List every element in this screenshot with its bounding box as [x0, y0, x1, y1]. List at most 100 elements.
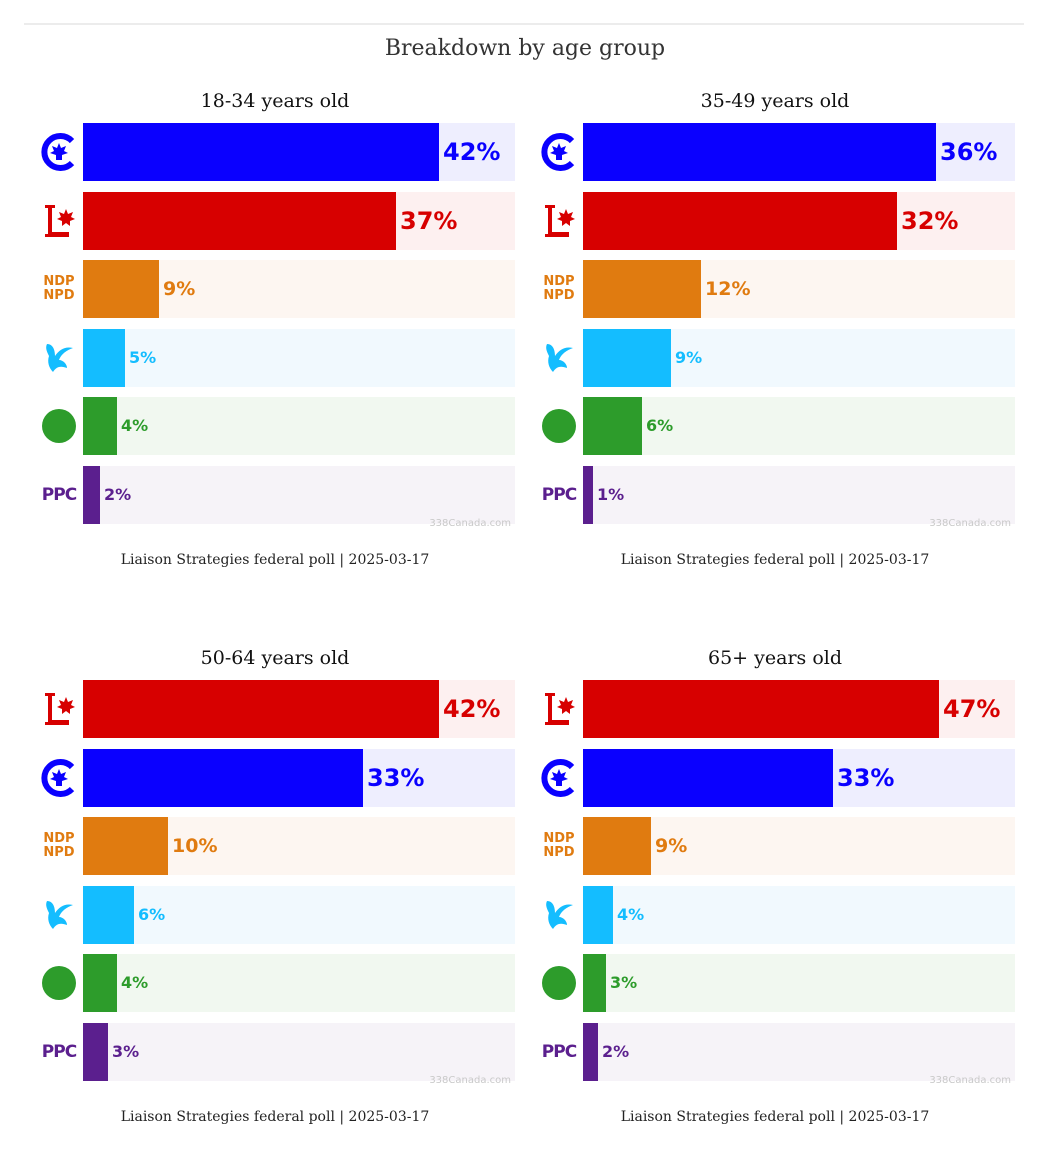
bar-row-ppc: PPC 3%: [35, 1022, 515, 1081]
gpc-logo-icon: [37, 961, 81, 1005]
bar-gpc: [83, 954, 117, 1012]
data-label-gpc: 3%: [610, 973, 638, 992]
lpc-logo-icon: [37, 199, 81, 243]
bar-row-cpc: 42%: [35, 123, 515, 181]
lpc-logo-icon: [537, 199, 581, 243]
bar-rows: 36% 32% NDP NPD 12% 9% 6% PPC 1% 338Canada.com: [535, 123, 1015, 529]
bar-track: 6%: [83, 885, 515, 944]
bar-bq: [83, 328, 125, 387]
bar-bq: [583, 885, 613, 944]
data-label-cpc: 33%: [837, 763, 895, 792]
bar-row-ppc: PPC 1%: [535, 465, 1015, 524]
bar-track: 2%: [583, 1022, 1015, 1081]
bar-row-gpc: 6%: [535, 397, 1015, 455]
bar-row-lpc: 42%: [35, 680, 515, 738]
ppc-logo-icon: PPC: [41, 1041, 77, 1062]
bar-ppc: [583, 465, 593, 524]
data-label-cpc: 33%: [367, 763, 425, 792]
source-caption: Liaison Strategies federal poll | 2025-0…: [120, 552, 430, 568]
bar-ndp: [83, 260, 159, 318]
watermark: 338Canada.com: [429, 518, 511, 529]
bar-gpc: [83, 397, 117, 455]
bar-bq: [583, 328, 671, 387]
bar-row-lpc: 32%: [535, 191, 1015, 250]
bar-track: 32%: [583, 191, 1015, 250]
bar-track: 3%: [83, 1022, 515, 1081]
bar-row-bq: 9%: [535, 328, 1015, 387]
bar-row-cpc: 33%: [535, 748, 1015, 807]
chart-title: 65+ years old: [708, 647, 842, 669]
data-label-bq: 9%: [675, 347, 703, 367]
bar-row-ppc: PPC 2%: [35, 465, 515, 524]
data-label-ppc: 2%: [104, 484, 132, 504]
ndp-logo-icon: NDP NPD: [543, 831, 575, 860]
bar-track: 9%: [583, 328, 1015, 387]
bq-logo-icon: [37, 336, 81, 380]
data-label-gpc: 6%: [646, 416, 674, 435]
bar-row-bq: 5%: [35, 328, 515, 387]
lpc-logo-icon: [537, 687, 581, 731]
bar-cpc: [83, 748, 363, 807]
data-label-cpc: 42%: [443, 138, 501, 166]
bar-track: 42%: [83, 680, 515, 738]
bar-bq: [83, 885, 134, 944]
bar-track: 2%: [83, 465, 515, 524]
bar-row-ndp: NDP NPD 12%: [535, 260, 1015, 318]
bar-track: 37%: [83, 191, 515, 250]
bar-track: 4%: [83, 954, 515, 1012]
cpc-logo-icon: [537, 130, 581, 174]
bq-logo-icon: [537, 336, 581, 380]
data-label-bq: 4%: [617, 904, 645, 924]
data-label-gpc: 4%: [121, 973, 149, 992]
bar-track: 9%: [583, 817, 1015, 875]
bar-track: 12%: [583, 260, 1015, 318]
bar-gpc: [583, 954, 606, 1012]
page-title: Breakdown by age group: [384, 36, 666, 61]
bar-ndp: [583, 817, 651, 875]
bar-row-gpc: 4%: [35, 397, 515, 455]
ndp-logo-icon: NDP NPD: [43, 831, 75, 860]
ndp-logo-icon: NDP NPD: [43, 274, 75, 303]
ppc-logo-icon: PPC: [541, 484, 577, 505]
bar-track: 5%: [83, 328, 515, 387]
data-label-bq: 5%: [129, 347, 157, 367]
chart-title: 35-49 years old: [700, 90, 850, 112]
data-label-lpc: 47%: [943, 695, 1001, 723]
bar-ppc: [83, 465, 100, 524]
bar-row-lpc: 47%: [535, 680, 1015, 738]
cpc-logo-icon: [537, 756, 581, 800]
bar-row-ndp: NDP NPD 10%: [35, 817, 515, 875]
bar-row-ppc: PPC 2%: [535, 1022, 1015, 1081]
bar-track: 4%: [83, 397, 515, 455]
watermark: 338Canada.com: [929, 1075, 1011, 1086]
bar-cpc: [83, 123, 439, 181]
data-label-gpc: 4%: [121, 416, 149, 435]
bar-track: 4%: [583, 885, 1015, 944]
bar-row-ndp: NDP NPD 9%: [35, 260, 515, 318]
data-label-ndp: 9%: [163, 278, 196, 300]
bar-track: 42%: [83, 123, 515, 181]
bar-cpc: [583, 748, 833, 807]
chart-title: 50-64 years old: [200, 647, 350, 669]
cpc-logo-icon: [37, 130, 81, 174]
source-caption: Liaison Strategies federal poll | 2025-0…: [620, 1109, 930, 1125]
gpc-logo-icon: [537, 404, 581, 448]
bq-logo-icon: [37, 893, 81, 937]
bar-row-lpc: 37%: [35, 191, 515, 250]
source-caption: Liaison Strategies federal poll | 2025-0…: [620, 552, 930, 568]
gpc-logo-icon: [537, 961, 581, 1005]
bar-lpc: [83, 191, 396, 250]
ndp-logo-icon: NDP NPD: [543, 274, 575, 303]
bar-lpc: [583, 680, 939, 738]
data-label-ppc: 3%: [112, 1041, 140, 1061]
bar-track: 9%: [83, 260, 515, 318]
data-label-cpc: 36%: [940, 138, 998, 166]
data-label-bq: 6%: [138, 904, 166, 924]
bar-lpc: [83, 680, 439, 738]
lpc-logo-icon: [37, 687, 81, 731]
data-label-lpc: 42%: [443, 695, 501, 723]
data-label-ndp: 12%: [705, 278, 751, 300]
bar-row-ndp: NDP NPD 9%: [535, 817, 1015, 875]
bar-ppc: [83, 1022, 108, 1081]
bar-row-cpc: 33%: [35, 748, 515, 807]
